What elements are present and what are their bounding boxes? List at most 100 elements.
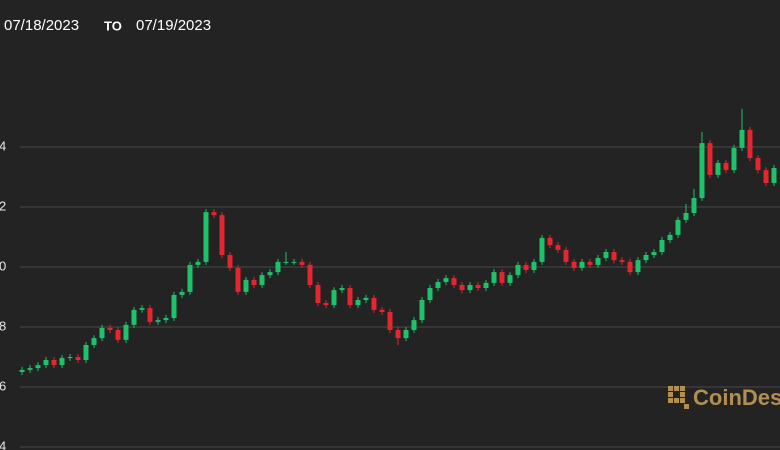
candle-body xyxy=(307,264,313,285)
candle-body xyxy=(283,261,289,263)
candle-body xyxy=(19,369,25,372)
candle-body xyxy=(235,267,241,292)
candle-body xyxy=(43,360,49,366)
candle-body xyxy=(331,290,337,306)
candle-body xyxy=(179,291,185,295)
candle-body xyxy=(699,143,705,198)
candle-body xyxy=(211,212,217,216)
y-tick-label: 6 xyxy=(0,378,6,393)
candle-body xyxy=(475,285,481,288)
candle-body xyxy=(603,252,609,258)
candle-body xyxy=(139,308,145,310)
candle-body xyxy=(99,327,105,339)
candle-body xyxy=(363,297,369,300)
candle-body xyxy=(739,129,745,148)
candle-body xyxy=(547,237,553,246)
candle-body xyxy=(147,308,153,322)
candle-body xyxy=(227,255,233,268)
watermark-logo xyxy=(668,386,689,409)
candle-body xyxy=(515,264,521,276)
candle-body xyxy=(35,365,41,369)
candle-body xyxy=(123,324,129,340)
candle-body xyxy=(339,288,345,291)
candle-body xyxy=(403,330,409,339)
candle-body xyxy=(499,272,505,283)
candle-body xyxy=(659,240,665,252)
candle-body xyxy=(67,357,73,358)
candles xyxy=(19,108,777,375)
candle-body xyxy=(379,309,385,312)
candle-body xyxy=(323,303,329,306)
candle-body xyxy=(635,260,641,273)
candle-body xyxy=(395,330,401,339)
candle-body xyxy=(611,252,617,261)
y-tick-label: 4 xyxy=(0,138,6,153)
candle-body xyxy=(531,261,537,270)
candle-body xyxy=(459,285,465,291)
candle-body xyxy=(243,279,249,292)
candle-body xyxy=(619,260,625,262)
candle-body xyxy=(723,162,729,171)
candle-body xyxy=(675,219,681,235)
y-tick-label: 4 xyxy=(0,438,6,450)
candle-body xyxy=(107,327,113,330)
candle-body xyxy=(579,261,585,268)
candle-body xyxy=(219,215,225,255)
candle-body xyxy=(771,168,777,183)
candle-body xyxy=(203,212,209,262)
candle-body xyxy=(27,368,33,370)
candle-body xyxy=(587,261,593,265)
candle-body xyxy=(51,360,57,366)
candle-body xyxy=(443,278,449,282)
candle-body xyxy=(299,261,305,265)
candle-body xyxy=(523,264,529,270)
candle-body xyxy=(435,282,441,288)
candle-body xyxy=(59,357,65,366)
candle-body xyxy=(91,338,97,345)
candle-body xyxy=(651,252,657,255)
candle-body xyxy=(163,318,169,321)
date-from: 07/18/2023 xyxy=(4,17,79,34)
candle-body xyxy=(131,309,137,325)
candle-body xyxy=(507,275,513,283)
candle-body xyxy=(763,170,769,183)
candle-body xyxy=(627,261,633,273)
candle-body xyxy=(755,158,761,171)
candle-body xyxy=(387,312,393,330)
candle-body xyxy=(731,147,737,171)
y-tick-label: 0 xyxy=(0,258,6,273)
candle-body xyxy=(259,275,265,285)
candle-body xyxy=(291,261,297,263)
candle-body xyxy=(267,272,273,276)
candle-body xyxy=(115,330,121,340)
candle-body xyxy=(347,288,353,306)
candle-body xyxy=(715,162,721,175)
candle-body xyxy=(555,245,561,250)
candle-body xyxy=(683,213,689,220)
candle-body xyxy=(155,320,161,322)
candle-body xyxy=(571,261,577,268)
candle-body xyxy=(595,258,601,265)
candle-body xyxy=(83,345,89,360)
candle-body xyxy=(451,278,457,285)
candle-body xyxy=(483,282,489,288)
candle-body xyxy=(355,300,361,306)
candle-body xyxy=(195,261,201,265)
watermark: CoinDesk xyxy=(693,385,780,410)
candle-body xyxy=(667,234,673,240)
candle-body xyxy=(419,300,425,321)
candle-body xyxy=(75,357,81,360)
candle-body xyxy=(315,285,321,303)
candle-body xyxy=(187,264,193,292)
candle-body xyxy=(427,288,433,300)
to-label: TO xyxy=(104,18,122,33)
y-tick-label: 8 xyxy=(0,318,6,333)
candle-body xyxy=(251,279,257,285)
grid: 4 6 8 0 2 4 xyxy=(0,138,780,450)
candle-body xyxy=(707,143,713,175)
candle-body xyxy=(371,297,377,310)
y-tick-label: 2 xyxy=(0,198,6,213)
